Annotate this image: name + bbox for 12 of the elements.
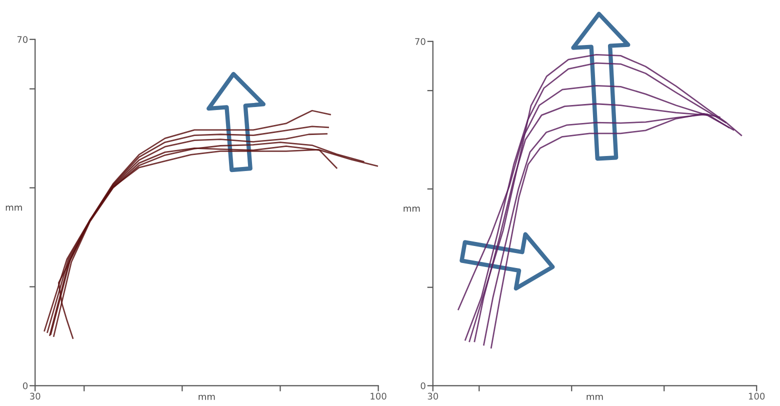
x-axis-title: mm xyxy=(586,394,603,400)
y-axis-title: mm xyxy=(404,206,420,212)
x-tick-label: 100 xyxy=(748,392,765,400)
x-tick-label: 30 xyxy=(30,392,40,400)
x-axis-title: mm xyxy=(198,394,215,400)
y-tick-label: 0 xyxy=(420,382,426,390)
y-tick-label: 0 xyxy=(23,382,28,390)
y-tick-label: 70 xyxy=(415,38,426,45)
y-tick-label: 70 xyxy=(17,36,28,43)
y-axis-title: mm xyxy=(6,206,22,211)
x-tick-label: 30 xyxy=(428,392,438,400)
x-tick-label: 100 xyxy=(370,392,386,400)
